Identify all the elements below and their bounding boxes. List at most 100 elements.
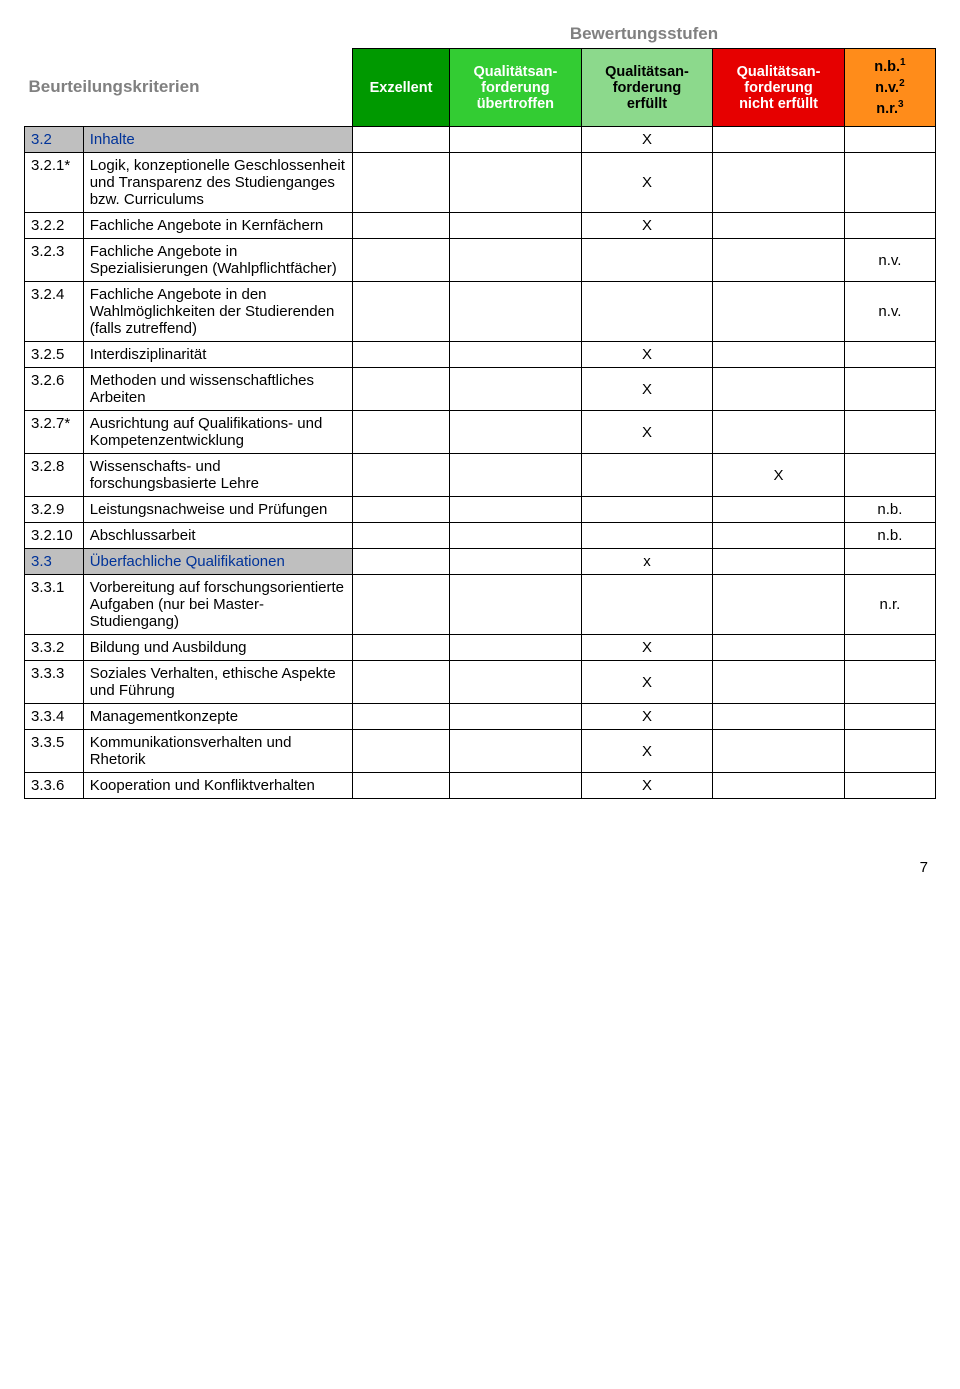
mark-cell [450, 549, 582, 575]
mark-cell [713, 282, 845, 342]
mark-cell [844, 661, 935, 704]
row-label: Managementkonzepte [83, 704, 352, 730]
table-row: 3.2.5Interdisziplinarität X [25, 342, 936, 368]
mark-cell [352, 342, 449, 368]
mark-cell [450, 704, 582, 730]
mark-cell [844, 730, 935, 773]
row-id: 3.3 [25, 549, 84, 575]
row-id: 3.2.3 [25, 239, 84, 282]
table-row: 3.3.5Kommunikationsverhalten und Rhetori… [25, 730, 936, 773]
note-nb: n.b. [874, 59, 900, 75]
table-row: 3.3.2Bildung und AusbildungX [25, 635, 936, 661]
col-header-notes: n.b.1 n.v.2 n.r.3 [844, 49, 935, 127]
mark-cell [450, 635, 582, 661]
mark-cell: X [581, 773, 713, 799]
mark-cell: X [581, 704, 713, 730]
row-label: Kooperation und Konfliktverhalten [83, 773, 352, 799]
row-label: Ausrichtung auf Qualifikations- und Komp… [83, 411, 352, 454]
col-header-exzellent: Exzellent [352, 49, 449, 127]
mark-cell [450, 213, 582, 239]
mark-cell [844, 411, 935, 454]
mark-cell [450, 523, 582, 549]
table-row: 3.2.1*Logik, konzeptionelle Geschlossenh… [25, 153, 936, 213]
table-row: 3.3.4ManagementkonzepteX [25, 704, 936, 730]
mark-cell [581, 523, 713, 549]
mark-cell [450, 411, 582, 454]
table-row: 3.2.3Fachliche Angebote in Spezialisieru… [25, 239, 936, 282]
mark-cell [450, 575, 582, 635]
row-label: Vorbereitung auf forschungsorientierte A… [83, 575, 352, 635]
mark-cell: X [581, 635, 713, 661]
header-bewertungsstufen: Bewertungsstufen [352, 24, 935, 49]
mark-cell [844, 635, 935, 661]
mark-cell [713, 411, 845, 454]
mark-cell [450, 153, 582, 213]
row-label: Inhalte [83, 127, 352, 153]
table-row: 3.3.6Kooperation und Konfliktverhalten X [25, 773, 936, 799]
mark-cell [352, 704, 449, 730]
mark-cell [713, 213, 845, 239]
mark-cell: n.b. [844, 497, 935, 523]
mark-cell [713, 575, 845, 635]
table-row: 3.2.9Leistungsnachweise und Prüfungen n.b… [25, 497, 936, 523]
col-header-uebertroffen: Qualitätsan- forderung übertroffen [450, 49, 582, 127]
header-kriterien: Beurteilungskriterien [25, 49, 353, 127]
mark-cell [450, 127, 582, 153]
mark-cell [581, 239, 713, 282]
mark-cell [352, 282, 449, 342]
mark-cell [844, 549, 935, 575]
row-id: 3.2.2 [25, 213, 84, 239]
table-row: 3.2.8Wissenschafts- und forschungsbasier… [25, 454, 936, 497]
mark-cell [352, 575, 449, 635]
table-row: 3.3.3Soziales Verhalten, ethische Aspekt… [25, 661, 936, 704]
mark-cell: X [581, 730, 713, 773]
row-id: 3.3.1 [25, 575, 84, 635]
row-label: Überfachliche Qualifikationen [83, 549, 352, 575]
row-id: 3.2.9 [25, 497, 84, 523]
row-id: 3.3.6 [25, 773, 84, 799]
mark-cell [713, 661, 845, 704]
mark-cell [581, 454, 713, 497]
row-label: Leistungsnachweise und Prüfungen [83, 497, 352, 523]
table-row: 3.2Inhalte X [25, 127, 936, 153]
mark-cell [713, 549, 845, 575]
row-label: Fachliche Angebote in Spezialisierungen … [83, 239, 352, 282]
row-id: 3.3.2 [25, 635, 84, 661]
mark-cell [844, 704, 935, 730]
mark-cell [450, 773, 582, 799]
mark-cell [352, 523, 449, 549]
mark-cell: n.b. [844, 523, 935, 549]
mark-cell [352, 213, 449, 239]
row-id: 3.2.5 [25, 342, 84, 368]
row-id: 3.2 [25, 127, 84, 153]
row-label: Logik, konzeptionelle Geschlossenheit un… [83, 153, 352, 213]
mark-cell [352, 635, 449, 661]
row-label: Interdisziplinarität [83, 342, 352, 368]
mark-cell: X [581, 342, 713, 368]
col-header-erfuellt: Qualitätsan- forderung erfüllt [581, 49, 713, 127]
row-id: 3.3.5 [25, 730, 84, 773]
row-id: 3.2.1* [25, 153, 84, 213]
mark-cell [352, 497, 449, 523]
mark-cell [581, 497, 713, 523]
table-row: 3.2.4Fachliche Angebote in den Wahlmögli… [25, 282, 936, 342]
mark-cell [352, 411, 449, 454]
row-label: Wissenschafts- und forschungsbasierte Le… [83, 454, 352, 497]
row-label: Soziales Verhalten, ethische Aspekte und… [83, 661, 352, 704]
mark-cell: X [713, 454, 845, 497]
mark-cell [844, 773, 935, 799]
mark-cell: n.r. [844, 575, 935, 635]
mark-cell [352, 549, 449, 575]
row-id: 3.3.3 [25, 661, 84, 704]
note-nv: n.v. [875, 80, 899, 96]
mark-cell [581, 282, 713, 342]
row-label: Methoden und wissenschaftliches Arbeiten [83, 368, 352, 411]
row-label: Kommunikationsverhalten und Rhetorik [83, 730, 352, 773]
mark-cell [352, 454, 449, 497]
mark-cell [581, 575, 713, 635]
table-row: 3.3Überfachliche Qualifikationenx [25, 549, 936, 575]
row-id: 3.2.7* [25, 411, 84, 454]
mark-cell [713, 239, 845, 282]
mark-cell [450, 282, 582, 342]
mark-cell: X [581, 127, 713, 153]
